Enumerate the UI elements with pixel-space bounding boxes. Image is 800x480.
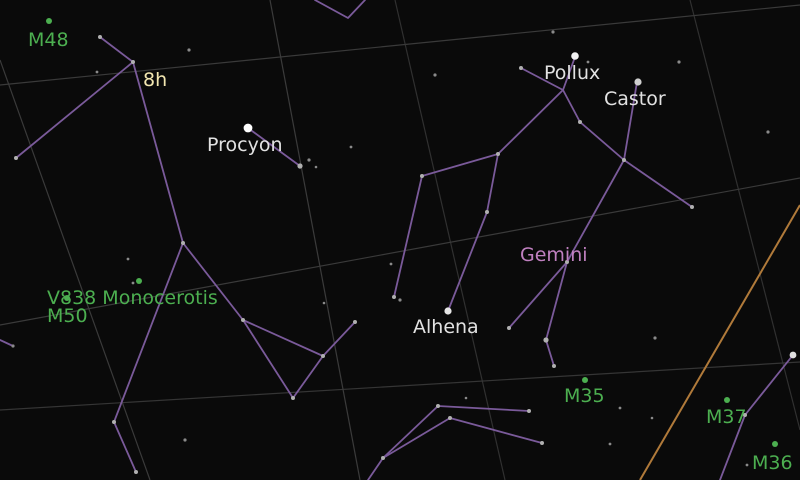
procyon-label[interactable]: Procyon: [207, 134, 283, 156]
m36-marker: [772, 441, 778, 447]
m48-label[interactable]: M48: [28, 29, 69, 51]
faint-stars: [11, 30, 770, 467]
m37-label[interactable]: M37: [706, 406, 747, 428]
m50-label[interactable]: M50: [47, 305, 88, 327]
m48-marker: [46, 18, 52, 24]
alhena-star[interactable]: [444, 307, 452, 315]
m50-marker: [64, 295, 70, 301]
ra-8h-grid-label: 8h: [143, 69, 168, 91]
vertex-stars: [14, 35, 747, 474]
castor-label[interactable]: Castor: [604, 88, 666, 110]
capella-edge-star[interactable]: [789, 351, 797, 359]
alhena-label[interactable]: Alhena: [413, 316, 479, 338]
pollux-label[interactable]: Pollux: [544, 62, 601, 84]
ecliptic-line: [639, 204, 800, 480]
v838-monocerotis-label[interactable]: V838 Monocerotis: [47, 287, 218, 309]
deep-sky-markers: [46, 18, 778, 447]
gemini-constellation-label[interactable]: Gemini: [520, 244, 588, 266]
pollux-star[interactable]: [571, 52, 579, 60]
v838-monocerotis-marker: [136, 278, 142, 284]
castor-star[interactable]: [634, 78, 642, 86]
m35-label[interactable]: M35: [564, 385, 605, 407]
m35-marker: [582, 377, 588, 383]
procyon-star[interactable]: [243, 123, 253, 133]
m37-marker: [724, 397, 730, 403]
m36-label[interactable]: M36: [752, 452, 793, 474]
